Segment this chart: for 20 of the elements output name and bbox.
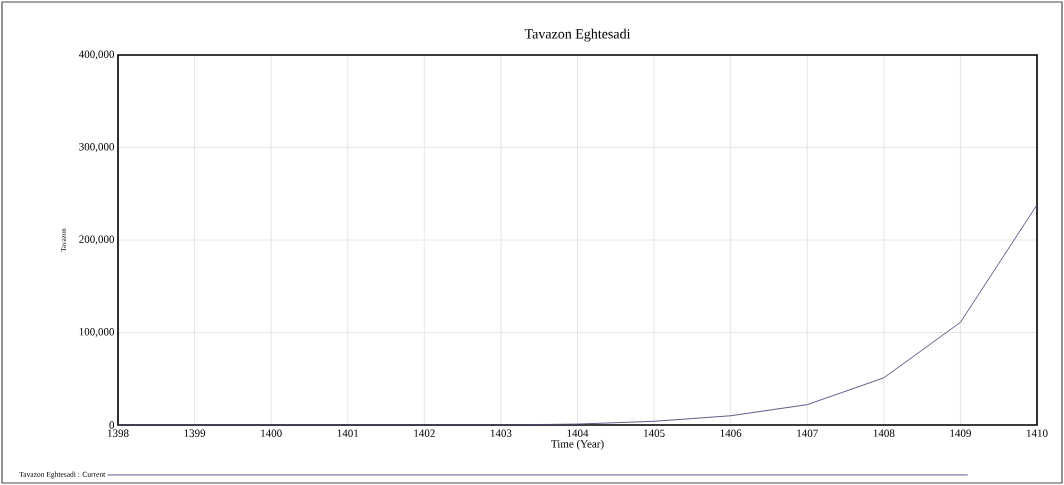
- x-tick-label: 1404: [567, 429, 589, 437]
- x-tick-label: 1409: [950, 429, 971, 437]
- x-tick-label: 1405: [644, 429, 665, 437]
- x-tick-label: 1401: [337, 429, 359, 437]
- y-tick-label: 300,000: [79, 143, 115, 153]
- y-tick-label: 100,000: [79, 328, 115, 338]
- x-tick-label: 1403: [490, 429, 512, 437]
- x-tick-label: 1400: [261, 429, 282, 437]
- x-tick-label: 1407: [797, 429, 818, 437]
- y-tick-label: 200,000: [79, 235, 115, 245]
- x-tick-label: 1408: [873, 429, 895, 437]
- y-tick-label: 400,000: [78, 50, 115, 60]
- chart-title: Tavazon Eghtesadi: [524, 28, 631, 42]
- y-tick-label: 0: [109, 421, 115, 429]
- x-tick-label: 1398: [107, 429, 129, 437]
- x-tick-label: 1399: [184, 429, 206, 437]
- x-axis-title: Time (Year): [551, 439, 604, 450]
- x-tick-label: 1410: [1026, 429, 1048, 437]
- x-tick-label: 1406: [720, 429, 742, 437]
- x-tick-label: 1402: [414, 429, 435, 437]
